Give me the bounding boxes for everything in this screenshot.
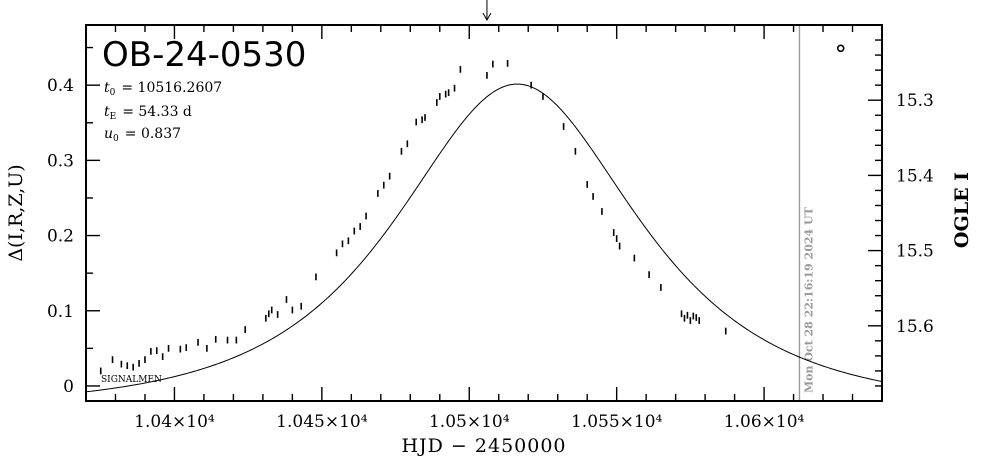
right-y-tick-label: 15.6 [896,317,934,337]
model-curve [85,83,883,393]
y-tick-label: 0.2 [47,227,74,247]
x-axis-label: HJD − 2450000 [401,435,566,457]
param-u0: u0 = 0.837 [104,126,181,144]
chart-title: OB-24-0530 [102,35,306,75]
arrow-head [482,12,492,22]
data-point-circle [836,44,845,53]
x-tick-label: 1.06×10⁴ [724,412,805,432]
right-y-tick-label: 15.4 [896,166,934,186]
y-tick-label: 0.4 [47,76,74,96]
fit-parameters: t0 = 10516.2607 tE = 54.33 d u0 = 0.837 [104,80,222,144]
y-tick-label: 0.3 [47,151,74,171]
data-points [99,44,845,375]
right-y-axis-label: OGLE I [951,172,973,248]
axis-ticks [86,25,882,401]
y-axis-label: Δ(I,R,Z,U) [5,164,27,261]
tick-labels: 1.04×10⁴ 1.045×10⁴ 1.05×10⁴ 1.055×10⁴ 1.06×1… [47,76,934,432]
x-tick-label: 1.05×10⁴ [429,412,510,432]
plot-frame [85,24,883,402]
x-tick-label: 1.055×10⁴ [571,412,663,432]
y-tick-label: 0.1 [47,302,74,322]
now-line-label: Mon Oct 28 22:16:19 2024 UT [802,206,815,393]
right-y-tick-label: 15.3 [896,91,934,111]
x-tick-label: 1.04×10⁴ [134,412,215,432]
param-t0: t0 = 10516.2607 [104,80,222,98]
current-time-marker: Mon Oct 28 22:16:19 2024 UT [482,0,815,401]
right-y-tick-label: 15.5 [896,242,934,262]
y-tick-label: 0 [63,377,74,397]
x-tick-label: 1.045×10⁴ [276,412,368,432]
signature: SIGNALMEN [101,375,162,385]
param-tE: tE = 54.33 d [104,104,192,122]
model-curve-path [85,83,883,393]
